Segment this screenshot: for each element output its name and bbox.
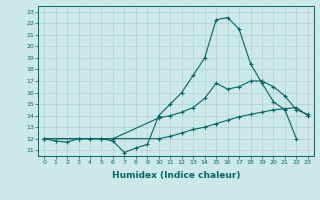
X-axis label: Humidex (Indice chaleur): Humidex (Indice chaleur) [112, 171, 240, 180]
